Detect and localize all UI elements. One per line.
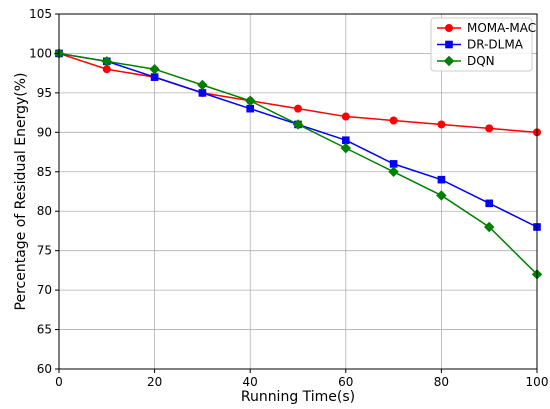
data-point-moma-mac	[437, 120, 446, 129]
data-point-moma-mac	[389, 116, 398, 125]
y-tick-label: 70	[37, 283, 52, 297]
legend-label-moma-mac: MOMA-MAC	[467, 21, 536, 35]
data-point-dqn	[340, 142, 352, 154]
data-point-dqn	[149, 64, 160, 75]
series-markers	[53, 48, 543, 280]
x-tick-label: 0	[55, 375, 63, 389]
legend-marker-dqn	[443, 55, 455, 67]
data-point-dqn	[388, 166, 399, 177]
legend-box	[430, 17, 533, 72]
data-point-moma-mac	[102, 65, 111, 74]
data-point-moma-mac	[485, 124, 494, 133]
data-point-dqn	[197, 79, 208, 91]
data-point-dr-dlma	[198, 89, 207, 97]
y-tick-label: 85	[37, 165, 52, 179]
data-point-dr-dlma	[150, 73, 159, 81]
y-tick-label: 100	[29, 46, 52, 60]
data-point-dr-dlma	[246, 104, 254, 113]
data-point-moma-mac	[341, 112, 350, 121]
y-tick-label: 80	[37, 204, 52, 218]
data-point-dr-dlma	[437, 175, 446, 184]
x-tick-label: 40	[243, 375, 258, 389]
plot-frame	[58, 13, 538, 370]
x-tick-label: 60	[338, 375, 353, 389]
data-point-dr-dlma	[389, 160, 398, 168]
data-point-moma-mac	[294, 104, 302, 113]
data-point-dr-dlma	[342, 136, 350, 145]
x-axis-label: Running Time(s)	[241, 389, 355, 405]
legend-marker-dr-dlma	[445, 40, 453, 49]
data-point-dr-dlma	[485, 199, 493, 208]
legend-label-dqn: DQN	[467, 54, 495, 68]
y-tick-label: 105	[29, 7, 52, 21]
data-point-dqn	[436, 190, 447, 201]
y-axis-ticks: 60 65 70 75 80 85 90 95 100 105	[29, 7, 59, 376]
y-tick-label: 65	[37, 323, 52, 337]
grid-lines	[58, 13, 538, 370]
data-point-dqn	[244, 95, 256, 106]
y-tick-label: 90	[37, 125, 52, 139]
y-tick-label: 60	[37, 362, 52, 376]
y-axis-label: Percentage of Residual Energy(%)	[13, 73, 29, 311]
data-point-dqn	[292, 119, 304, 130]
x-axis-ticks: 0 20 40 60 80 100	[55, 369, 548, 389]
data-point-dqn	[101, 56, 113, 67]
legend-marker-moma-mac	[445, 24, 453, 32]
legend: MOMA-MAC DR-DLMA DQN	[430, 17, 536, 72]
data-point-dqn	[483, 221, 495, 233]
x-tick-label: 80	[434, 375, 449, 389]
x-tick-label: 20	[147, 375, 162, 389]
y-tick-label: 95	[37, 86, 52, 100]
legend-label-dr-dlma: DR-DLMA	[467, 38, 524, 52]
x-tick-label: 100	[526, 375, 549, 389]
y-tick-label: 75	[37, 244, 52, 258]
